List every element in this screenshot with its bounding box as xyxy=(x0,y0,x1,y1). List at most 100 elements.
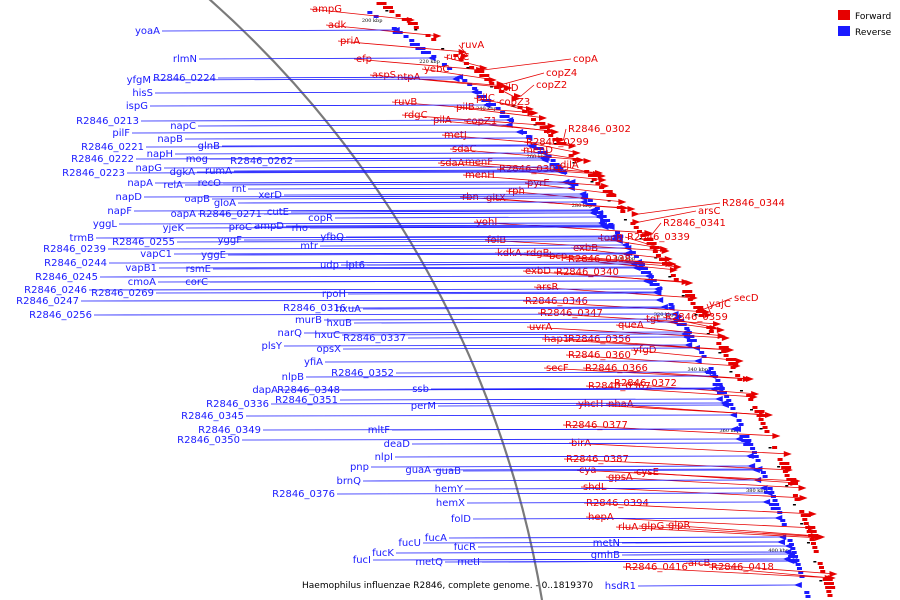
reverse-leader-line xyxy=(323,318,672,321)
reverse-feature-block xyxy=(614,231,620,234)
forward-feature-block xyxy=(489,82,495,85)
reverse-gene-label-r2846-0336: R2846_0336 xyxy=(206,399,269,410)
forward-feature-block xyxy=(479,74,490,77)
forward-feature-block xyxy=(809,538,815,541)
forward-leader-line xyxy=(522,300,710,313)
forward-feature-block xyxy=(800,514,811,517)
reverse-gene-label-hxuc: hxuC xyxy=(314,330,340,341)
forward-leader-line xyxy=(520,84,535,97)
reverse-leader-line xyxy=(95,236,616,239)
reverse-leader-line xyxy=(211,197,580,200)
forward-leader-line xyxy=(520,149,591,162)
forward-leader-line xyxy=(565,354,740,367)
reverse-gene-label-r2846-0316: R2846_0316 xyxy=(283,303,346,314)
reverse-gene-label-ampd: ampD xyxy=(254,221,284,232)
reverse-leader-line xyxy=(324,360,695,363)
forward-feature-block xyxy=(777,458,783,461)
forward-gene-label-exbb: exbB xyxy=(573,243,598,254)
reverse-gene-label-hemy: hemY xyxy=(435,484,464,495)
forward-gene-label-r2846-0340: R2846_0340 xyxy=(556,267,619,278)
reverse-gene-label-ruma: rumA xyxy=(205,166,232,177)
forward-feature-block xyxy=(453,54,459,57)
reverse-leader-line xyxy=(161,29,393,32)
gc-marker xyxy=(785,485,789,487)
reverse-leader-line xyxy=(247,187,568,190)
forward-feature-block xyxy=(706,326,712,329)
reverse-feature-block xyxy=(586,203,597,206)
gc-marker xyxy=(668,276,672,278)
reverse-feature-block xyxy=(462,79,468,82)
forward-leader-line xyxy=(553,271,693,284)
reverse-leader-line xyxy=(154,181,569,184)
forward-leader-line xyxy=(605,403,767,416)
forward-leader-line xyxy=(615,324,725,337)
forward-leader-line xyxy=(665,524,818,537)
forward-gene-label-tgt: tgt xyxy=(646,314,660,325)
reverse-leader-line xyxy=(184,137,526,140)
reverse-gene-label-fucr: fucR xyxy=(454,542,476,553)
reverse-gene-label-r2846-0271: R2846_0271 xyxy=(199,209,262,220)
reverse-gene-label-r2846-0247: R2846_0247 xyxy=(16,296,79,307)
reverse-gene-label-r2846-0348: R2846_0348 xyxy=(277,385,340,396)
reverse-gene-label-dead: deaD xyxy=(384,439,411,450)
gc-marker xyxy=(639,238,643,240)
reverse-gene-label-r2846-0350: R2846_0350 xyxy=(177,435,240,446)
forward-feature-block xyxy=(413,26,419,29)
forward-feature-block xyxy=(728,362,739,365)
reverse-leader-line xyxy=(198,57,429,60)
reverse-feature-block xyxy=(495,107,501,110)
forward-feature-block xyxy=(643,238,654,241)
reverse-gene-label-metq: metQ xyxy=(415,557,443,568)
forward-gene-arrow xyxy=(709,325,718,331)
reverse-feature-block xyxy=(431,55,437,58)
forward-feature-block xyxy=(826,590,832,593)
reverse-gene-label-dgka: dgkA xyxy=(170,167,195,178)
reverse-leader-line xyxy=(126,171,560,174)
forward-leader-line xyxy=(562,424,780,437)
reverse-feature-block xyxy=(708,367,714,370)
reverse-gene-arrow xyxy=(693,358,702,364)
forward-gene-label-r2846-0301: R2846_0301 xyxy=(499,164,562,175)
forward-gene-label-metj: metJ xyxy=(444,130,467,141)
tick-label-220-kbp: 220 kbp xyxy=(419,59,440,65)
forward-gene-label-menh: menH xyxy=(465,170,495,181)
reverse-leader-line xyxy=(303,331,684,334)
forward-leader-line xyxy=(615,526,822,539)
reverse-gene-label-gmhb: gmhB xyxy=(591,550,620,561)
reverse-gene-arrow xyxy=(759,485,768,491)
forward-leader-line xyxy=(568,442,791,455)
reverse-gene-label-ssb: ssb xyxy=(412,384,429,395)
reverse-gene-label-r2846-0349: R2846_0349 xyxy=(198,425,261,436)
reverse-feature-block xyxy=(447,67,453,70)
reverse-gene-label-r2846-0256: R2846_0256 xyxy=(29,310,92,321)
reverse-gene-arrow xyxy=(623,245,632,251)
forward-feature-block xyxy=(494,86,500,89)
reverse-feature-block xyxy=(736,419,742,422)
forward-feature-block xyxy=(407,22,418,25)
forward-leader-line xyxy=(401,114,555,127)
reverse-feature-block xyxy=(549,163,560,166)
forward-feature-block xyxy=(813,550,819,553)
tick-label-300-kbp: 300 kbp xyxy=(614,256,635,262)
reverse-leader-line xyxy=(88,288,655,291)
gc-marker xyxy=(553,143,557,145)
reverse-feature-block xyxy=(509,119,515,122)
reverse-gene-label-hxua: hxuA xyxy=(336,304,362,315)
reverse-gene-arrow xyxy=(776,539,785,545)
gc-marker xyxy=(800,523,804,525)
forward-feature-block xyxy=(620,210,626,213)
gc-marker xyxy=(729,371,733,373)
reverse-leader-line xyxy=(395,551,785,554)
reverse-leader-line xyxy=(154,91,472,94)
forward-feature-block xyxy=(655,254,661,257)
reverse-gene-label-r2846-0255: R2846_0255 xyxy=(112,237,175,248)
forward-feature-block xyxy=(698,314,704,317)
reverse-gene-label-r2846-0345: R2846_0345 xyxy=(181,411,244,422)
forward-feature-block xyxy=(649,246,660,249)
forward-feature-block xyxy=(803,522,809,525)
forward-feature-block xyxy=(812,546,818,549)
reverse-feature-block xyxy=(780,519,786,522)
reverse-feature-block xyxy=(640,263,645,266)
forward-gene-label-r2846-0341: R2846_0341 xyxy=(663,218,726,229)
reverse-feature-block xyxy=(472,87,478,90)
